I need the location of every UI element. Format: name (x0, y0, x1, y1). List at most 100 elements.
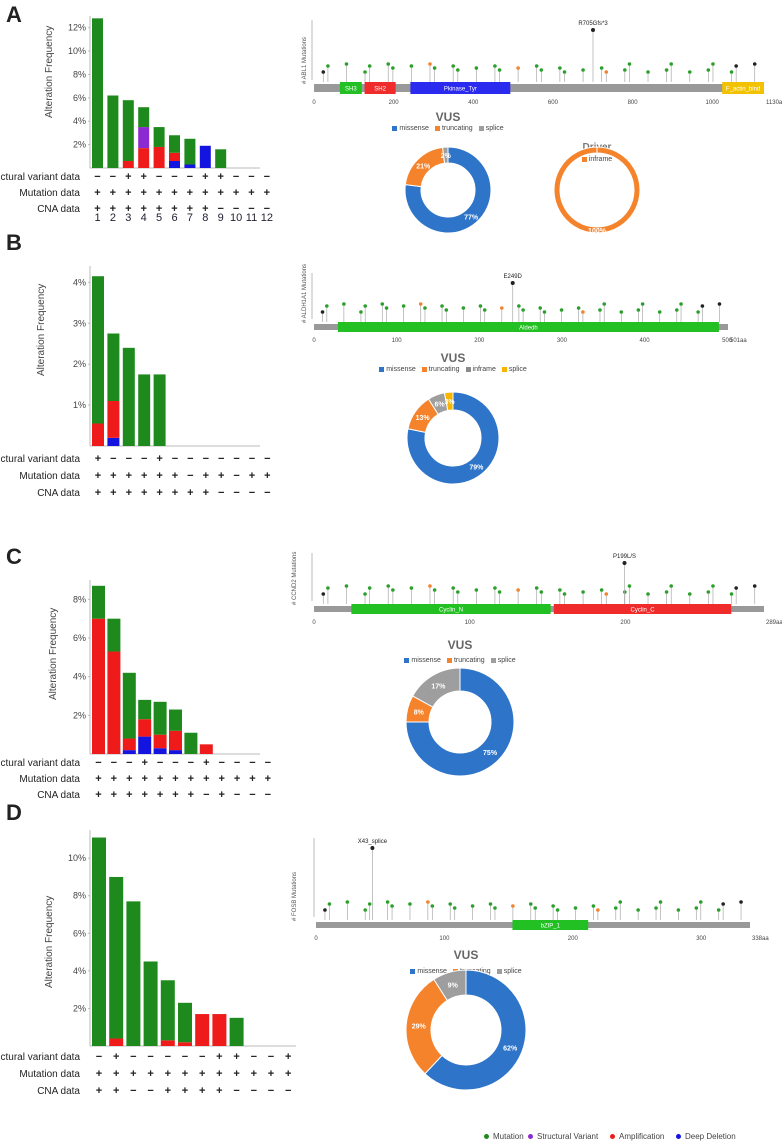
bar-mutation-6 (178, 1002, 192, 1043)
donut-slice-label: 29% (412, 1024, 427, 1031)
donut-slice-label: 100% (588, 228, 607, 235)
row-label: Structural variant data (0, 1052, 80, 1063)
plus-symbol: + (94, 453, 102, 465)
minus-symbol: − (248, 171, 255, 183)
bar-amplification-6 (169, 152, 180, 161)
bar-amplification-2 (109, 1038, 124, 1046)
donut-legend: missense truncating inframe splice (353, 366, 553, 373)
lollipop-head (674, 308, 679, 312)
lollipop-head (390, 904, 394, 908)
domain-label: F_actin_bind (726, 87, 760, 93)
plus-symbol: + (202, 470, 210, 482)
plus-symbol: + (249, 773, 256, 785)
plus-symbol: + (202, 171, 209, 183)
protein-length-label: 501aa (730, 338, 747, 344)
legend-label: truncating (428, 366, 460, 373)
plus-symbol: + (186, 203, 194, 215)
legend-swatch (410, 968, 416, 974)
donut-slice-label: 3% (444, 399, 455, 406)
bar-mutation-6 (169, 709, 182, 731)
minus-symbol: − (171, 453, 179, 465)
lollipop-head (432, 66, 437, 70)
bar-mutation-1 (92, 837, 106, 1046)
lollipop-head (521, 308, 525, 312)
y-tick-label: 10% (68, 853, 86, 863)
y-tick-label: 2% (73, 140, 86, 150)
bar-mutation-2 (109, 876, 124, 1039)
donut-slice (443, 391, 454, 412)
row-label: CNA data (37, 488, 80, 499)
bar-amplification-4 (138, 719, 152, 737)
minus-symbol: − (95, 757, 102, 769)
lollipop-head (345, 900, 350, 904)
bar-deep-deletion-5 (153, 748, 167, 754)
legend-label: truncating (441, 125, 473, 132)
minus-symbol: − (232, 171, 240, 183)
plus-symbol: + (147, 1068, 154, 1080)
aa-tick-label: 0 (312, 100, 316, 106)
minus-symbol: − (217, 487, 225, 499)
donut-legend: missense truncating splice (385, 657, 535, 664)
donut-slice (406, 391, 500, 485)
plus-symbol: + (94, 470, 102, 482)
plus-symbol: + (203, 757, 210, 769)
minus-symbol: − (233, 757, 241, 769)
donut-chart: 62% 29% 9% (405, 969, 527, 1091)
minus-symbol: − (217, 203, 224, 215)
row-label: CNA data (37, 204, 80, 215)
legend-label: missense (399, 125, 429, 132)
lollipop-head (658, 900, 663, 904)
donut-slice (424, 969, 527, 1091)
y-axis-label: Alteration Frequency (48, 607, 59, 700)
lollipop-head (717, 302, 722, 306)
minus-symbol: − (249, 757, 256, 769)
donut-slice-label: 62% (503, 1045, 518, 1052)
domain-pkinase_tyr (410, 82, 511, 94)
bar-mutation-2 (107, 95, 119, 168)
aa-tick-label: 200 (389, 100, 400, 106)
lollipop-head (623, 68, 627, 72)
lollipop-head (562, 592, 567, 596)
lollipop-head (599, 66, 604, 70)
lollipop-head (423, 306, 427, 310)
aa-tick-label: 200 (620, 620, 631, 626)
bar-amplification-4 (138, 148, 150, 168)
lollipop-head (669, 62, 674, 66)
lollipop-head (432, 588, 437, 592)
lollipop-head (706, 590, 711, 594)
mutation-annotation: E249D (504, 274, 523, 280)
legend-item: truncating (434, 125, 473, 132)
bar-mutation-6 (169, 135, 180, 153)
bar-amplification-6 (178, 1042, 192, 1046)
donut-slice (404, 146, 492, 234)
lollipop-head (752, 62, 757, 66)
bar-amplification-5 (153, 734, 167, 749)
lollipop-plot-abl1: # ABL1 Mutations SH3 SH2 Pkinase_Tyr F_actin… (302, 20, 782, 106)
bar-deep-deletion-4 (138, 736, 152, 754)
lollipop-head-annotated (622, 561, 627, 565)
plus-symbol: + (171, 203, 178, 215)
row-label: Structural variant data (0, 758, 80, 769)
lollipop-head (325, 304, 329, 308)
donut-slice (553, 146, 641, 234)
lollipop-head (646, 592, 650, 596)
legend-item-mutation: Mutation (484, 1132, 524, 1141)
minus-symbol: − (181, 1051, 189, 1063)
plus-symbol: + (112, 1068, 120, 1080)
plus-symbol: + (284, 1068, 292, 1080)
donut-slice-label: 75% (483, 750, 498, 757)
lollipop-head (739, 900, 743, 904)
lollipop-head (488, 902, 493, 906)
lollipop-head (363, 908, 368, 912)
lollipop-head (687, 592, 692, 596)
plus-symbol: + (155, 203, 163, 215)
lollipop-head (542, 310, 547, 314)
plus-symbol: + (217, 470, 225, 482)
lollipop-head (384, 306, 389, 310)
bar-amplification-1 (92, 423, 104, 446)
lollipop-y-label: # ABL1 Mutations (302, 37, 308, 84)
plus-symbol: + (267, 1068, 275, 1080)
lollipop-head (533, 906, 538, 910)
lollipop-head (470, 904, 475, 908)
legend-item: splice (501, 366, 527, 373)
